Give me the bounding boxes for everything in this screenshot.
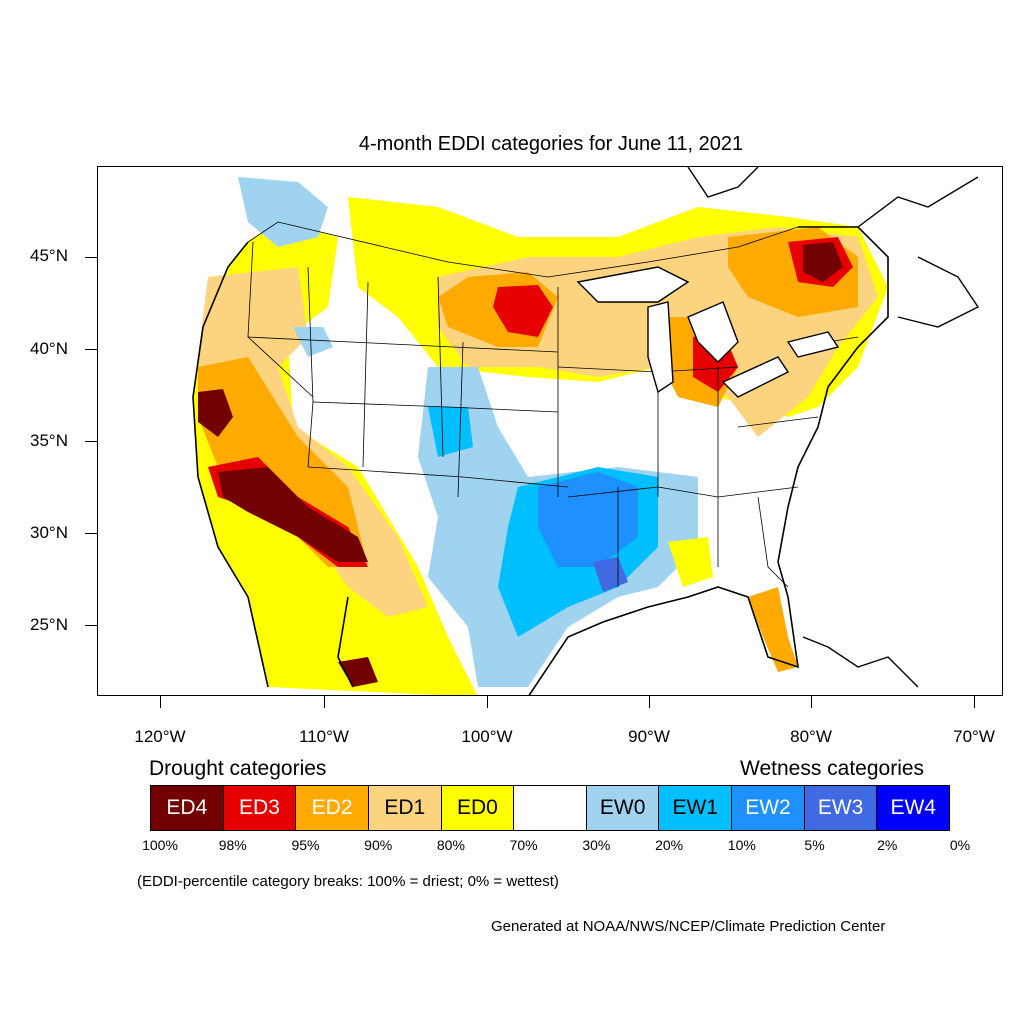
lon-label-80w: 80°W [790,727,832,746]
ew1-region-co [428,407,473,457]
credit-line: Generated at NOAA/NWS/NCEP/Climate Predi… [491,918,886,935]
legend-cell-ew1: EW1 [659,786,733,830]
lat-label-45: 45°N [30,246,68,265]
lon-tick [974,696,975,708]
lon-tick [324,696,325,708]
percentile-label: 90% [364,837,393,853]
percentile-label: 98% [218,837,247,853]
map-title: 4-month EDDI categories for June 11, 202… [358,133,744,155]
great-lakes [576,266,840,398]
lon-label-100w: 100°W [461,727,513,746]
percentile-label: 5% [804,837,825,853]
percentile-label: 30% [582,837,611,853]
ed0-gulf-coast [668,537,713,587]
border-outlines [687,167,980,688]
legend-color-bar: ED4 ED3 ED2 ED1 ED0 EW0 EW1 EW2 EW3 EW4 [150,785,950,831]
lon-tick [811,696,812,708]
ed4-region-ca [198,389,233,437]
ed1-florida [748,587,798,672]
legend-cell-ew2: EW2 [732,786,805,830]
legend-cell-ed4: ED4 [151,786,224,830]
legend-cell-ed1: ED1 [368,786,442,830]
lon-tick [160,696,161,708]
category-breaks-note: (EDDI-percentile category breaks: 100% =… [137,873,559,890]
state-boundaries [247,221,859,588]
ew3-region [593,557,628,592]
percentile-label: 20% [655,837,684,853]
lon-label-110w: 110°W [299,727,349,746]
ed4-region-ne [803,242,843,282]
ed1-region-west [198,267,428,617]
map-frame [97,166,1003,696]
percentile-label: 100% [142,837,178,853]
eddi-map [192,167,980,695]
ew2-region [538,472,638,567]
legend-cell-ew0: EW0 [586,786,660,830]
lat-tick [85,349,97,350]
lon-tick [487,696,488,708]
drought-categories-heading: Drought categories [149,757,327,780]
lat-label-35: 35°N [30,431,68,450]
lon-tick [649,696,650,708]
lat-label-25: 25°N [30,615,68,634]
lat-tick [85,441,97,442]
lon-label-90w: 90°W [628,727,670,746]
percentile-label: 0% [949,837,971,853]
lat-label-40: 40°N [30,339,68,358]
lon-label-70w: 70°W [953,727,995,746]
lat-label-30: 30°N [30,523,68,542]
ew0-region-ut [293,327,333,357]
legend-cell-ew3: EW3 [804,786,878,830]
lon-label-120w: 120°W [134,727,186,746]
wetness-categories-heading: Wetness categories [740,757,925,780]
legend-cell-ew4: EW4 [877,786,950,830]
percentile-label: 80% [436,837,465,853]
lat-tick [85,257,97,258]
legend-cell-ed3: ED3 [223,786,297,830]
ed4-region-sw [218,467,368,562]
lat-tick [85,533,97,534]
coastline [192,226,889,695]
percentile-label: 10% [727,837,756,853]
percentile-label: 2% [877,837,898,853]
legend-cell-neutral [514,786,587,830]
ed3-region-dakota [493,285,553,337]
percentile-label: 70% [509,837,538,853]
percentile-label: 95% [291,837,320,853]
ew0-region-nw [238,177,328,247]
ed4-region-baja [338,657,378,687]
lat-tick [85,625,97,626]
legend-cell-ed2: ED2 [296,786,369,830]
legend-cell-ed0: ED0 [441,786,515,830]
